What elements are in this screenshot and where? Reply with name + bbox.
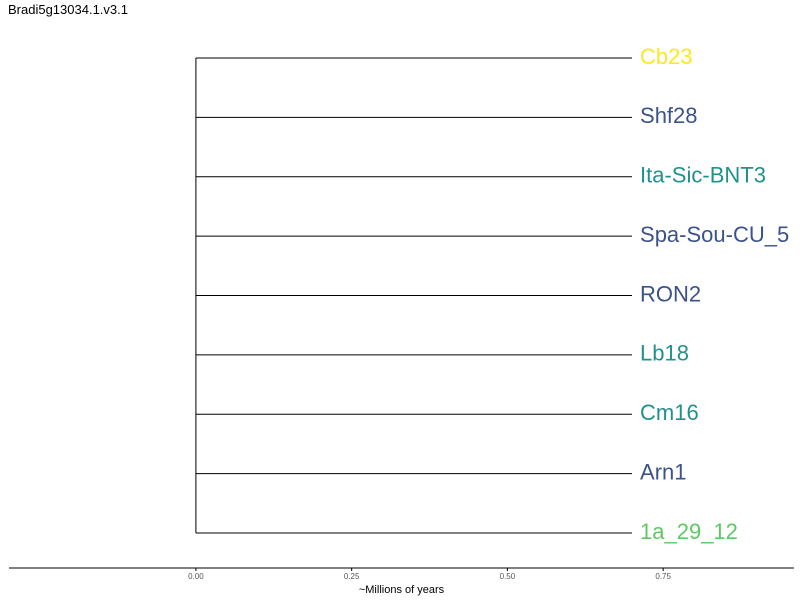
leaf-label: Shf28 [640, 103, 698, 128]
leaf-labels: Cb23 Shf28 Ita-Sic-BNT3 Spa-Sou-CU_5 RON2 Lb1… [640, 44, 789, 544]
tree-branches [195, 57, 633, 534]
x-axis-label: ~Millions of years [359, 584, 445, 596]
x-tick-label: 0.25 [344, 572, 360, 581]
chart-title: Bradi5g13034.1.v3.1 [8, 2, 128, 17]
leaf-label: Arn1 [640, 459, 686, 484]
leaf-label: Cm16 [640, 400, 699, 425]
leaf-label: Cb23 [640, 44, 693, 69]
leaf-label: Ita-Sic-BNT3 [640, 163, 766, 188]
x-tick-label: 0.50 [500, 572, 516, 581]
x-ticks: 0.00 0.25 0.50 0.75 [188, 568, 671, 581]
leaf-label: Lb18 [640, 341, 689, 366]
leaf-label: Spa-Sou-CU_5 [640, 222, 789, 247]
x-tick-label: 0.00 [188, 572, 204, 581]
x-axis: 0.00 0.25 0.50 0.75 ~Millions of years [9, 567, 794, 596]
x-tick-label: 0.75 [655, 572, 671, 581]
leaf-label: RON2 [640, 281, 701, 306]
leaf-label: 1a_29_12 [640, 519, 738, 544]
